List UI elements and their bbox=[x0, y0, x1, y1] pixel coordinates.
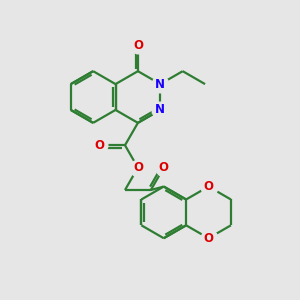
Text: N: N bbox=[155, 103, 165, 116]
Text: O: O bbox=[133, 161, 143, 174]
Text: N: N bbox=[155, 78, 165, 91]
Text: O: O bbox=[159, 161, 169, 174]
Text: O: O bbox=[94, 139, 104, 152]
Text: O: O bbox=[203, 180, 214, 193]
Text: O: O bbox=[133, 39, 143, 52]
Text: O: O bbox=[203, 232, 214, 245]
